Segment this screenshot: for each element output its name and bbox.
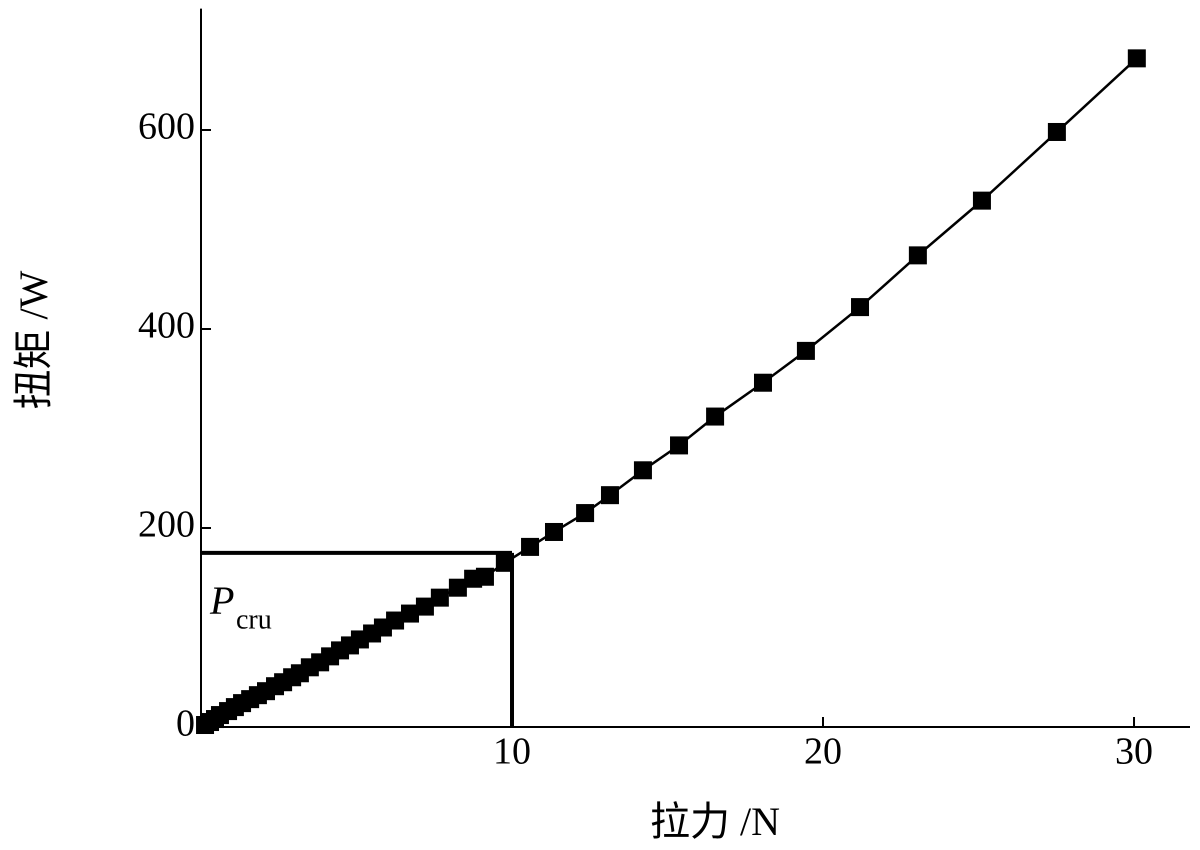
- data-line: [204, 57, 1138, 727]
- marker: [972, 191, 991, 210]
- y-tick-label: 600: [138, 106, 195, 148]
- y-tick-label: 200: [138, 504, 195, 546]
- annotation: P: [209, 578, 234, 623]
- marker: [415, 597, 434, 616]
- marker: [1127, 49, 1146, 68]
- y-tick-label: 0: [176, 703, 195, 745]
- marker: [600, 486, 619, 505]
- marker: [386, 611, 405, 630]
- marker: [430, 588, 449, 607]
- marker: [908, 246, 927, 265]
- x-tick-label: 30: [1115, 731, 1153, 773]
- marker: [706, 407, 725, 426]
- x-tick-label: 20: [804, 731, 842, 773]
- marker: [448, 578, 467, 597]
- marker: [475, 567, 494, 586]
- marker: [521, 537, 540, 556]
- marker: [544, 522, 563, 541]
- marker: [400, 604, 419, 623]
- marker: [670, 436, 689, 455]
- y-tick-label: 400: [138, 305, 195, 347]
- marker: [753, 373, 772, 392]
- marker: [576, 504, 595, 523]
- marker: [495, 553, 514, 572]
- marker: [633, 461, 652, 480]
- x-axis-label: 拉力 /N: [650, 799, 780, 844]
- marker: [796, 341, 815, 360]
- x-tick-label: 10: [493, 731, 531, 773]
- marker: [1047, 122, 1066, 141]
- marker: [851, 298, 870, 317]
- annotation-subscript: cru: [236, 604, 272, 635]
- y-axis-label: 扭矩 /W: [11, 270, 56, 409]
